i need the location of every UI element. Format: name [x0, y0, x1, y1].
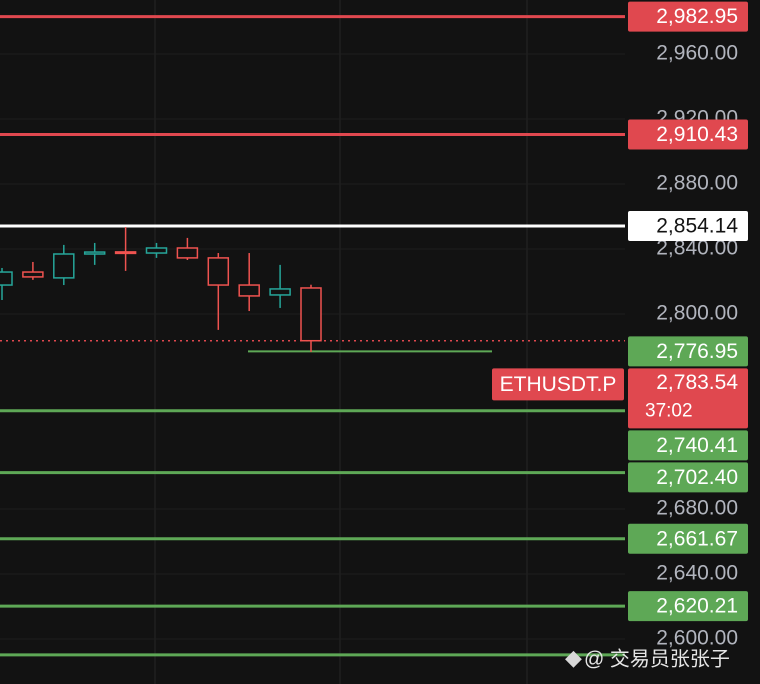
candle-body — [207, 257, 230, 286]
watermark-icon: ◆ — [565, 645, 582, 670]
level-label: 2,740.41 — [656, 434, 738, 457]
level-label-box — [628, 119, 748, 150]
symbol-label: ETHUSDT.P — [500, 373, 617, 396]
y-tick-label: 2,680.00 — [656, 497, 738, 520]
candle-body — [0, 271, 13, 286]
level-label-box — [628, 462, 748, 493]
symbol-box — [492, 368, 624, 401]
level-label: 2,910.43 — [656, 123, 738, 146]
price-label: 2,783.54 — [656, 371, 738, 394]
y-tick-label: 2,960.00 — [656, 41, 738, 64]
y-tick-label: 2,880.00 — [656, 172, 738, 195]
level-label: 2,620.21 — [656, 595, 738, 618]
level-label: 2,661.67 — [656, 527, 738, 550]
y-tick-label: 2,600.00 — [656, 627, 738, 650]
watermark: @ 交易员张张子 — [584, 647, 730, 670]
candle-body — [53, 253, 75, 279]
level-label-box — [628, 1, 748, 32]
level-label-box — [628, 523, 748, 554]
level-label-box — [628, 430, 748, 461]
level-label-box — [628, 210, 748, 241]
level-label-box — [628, 336, 748, 367]
candle-body — [83, 251, 106, 255]
candle-body — [114, 251, 137, 255]
level-label: 2,776.95 — [656, 340, 738, 363]
level-label: 2,702.40 — [656, 466, 738, 489]
y-tick-label: 2,800.00 — [656, 302, 738, 325]
candle-body — [176, 247, 199, 259]
candle-body — [145, 247, 168, 254]
level-label: 2,854.14 — [656, 215, 738, 238]
candle-body — [22, 271, 44, 278]
candle-body — [269, 288, 291, 296]
level-label-box — [628, 591, 748, 622]
y-tick-label: 2,640.00 — [656, 562, 738, 585]
candle-body — [238, 284, 260, 297]
y-tick-label: 2,840.00 — [656, 237, 738, 260]
candle-body — [300, 287, 322, 342]
level-label: 2,982.95 — [656, 5, 738, 28]
price-label-box — [628, 368, 748, 429]
countdown: 37:02 — [645, 400, 693, 421]
